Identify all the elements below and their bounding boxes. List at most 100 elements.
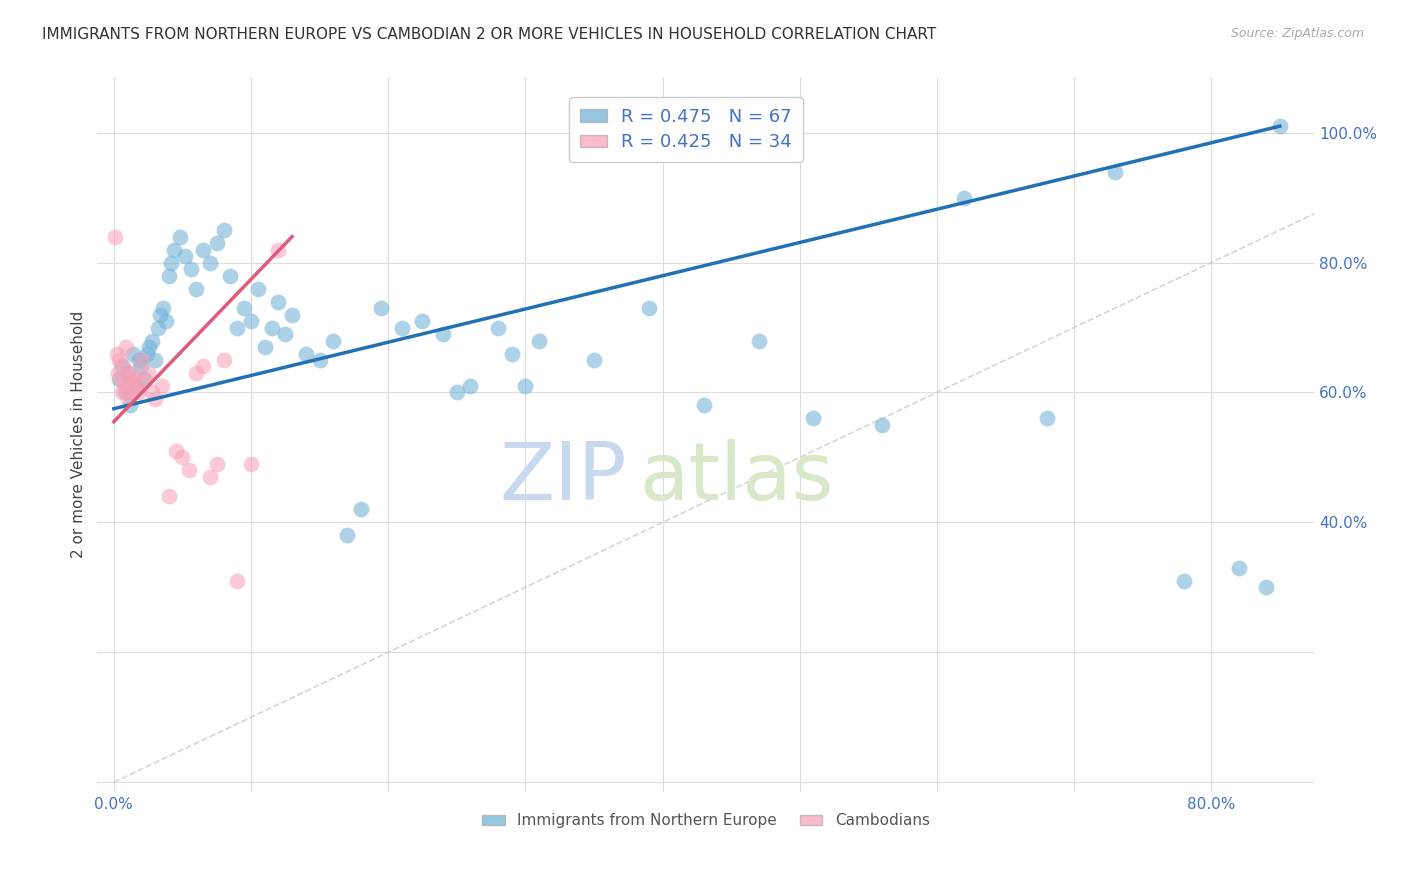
Point xyxy=(446,385,468,400)
Point xyxy=(122,346,145,360)
Point xyxy=(143,353,166,368)
Point xyxy=(108,353,131,368)
Point xyxy=(198,255,221,269)
Point xyxy=(129,359,152,374)
Point xyxy=(322,334,344,348)
Point xyxy=(157,490,180,504)
Point xyxy=(124,372,146,386)
Point xyxy=(104,229,127,244)
Point xyxy=(165,444,187,458)
Point xyxy=(692,399,714,413)
Point xyxy=(105,346,128,360)
Point xyxy=(411,314,433,328)
Point xyxy=(1173,574,1195,588)
Point xyxy=(240,457,263,471)
Point xyxy=(125,379,148,393)
Point xyxy=(129,353,152,368)
Point xyxy=(118,372,141,386)
Point xyxy=(226,320,249,334)
Point xyxy=(114,379,136,393)
Point xyxy=(240,314,263,328)
Point xyxy=(163,243,186,257)
Y-axis label: 2 or more Vehicles in Household: 2 or more Vehicles in Household xyxy=(72,311,86,558)
Point xyxy=(128,353,150,368)
Point xyxy=(295,346,318,360)
Point xyxy=(308,353,330,368)
Point xyxy=(110,372,132,386)
Point xyxy=(112,359,135,374)
Text: Source: ZipAtlas.com: Source: ZipAtlas.com xyxy=(1230,27,1364,40)
Point xyxy=(174,249,197,263)
Point xyxy=(128,385,150,400)
Point xyxy=(1104,164,1126,178)
Point xyxy=(1254,580,1277,594)
Point xyxy=(108,372,131,386)
Point xyxy=(111,359,134,374)
Point xyxy=(527,334,550,348)
Point xyxy=(115,340,138,354)
Point xyxy=(121,366,143,380)
Point xyxy=(219,268,242,283)
Point xyxy=(198,470,221,484)
Point xyxy=(155,314,177,328)
Point xyxy=(141,334,163,348)
Point xyxy=(870,417,893,432)
Point xyxy=(212,353,235,368)
Point xyxy=(191,243,214,257)
Point xyxy=(226,574,249,588)
Point xyxy=(143,392,166,406)
Point xyxy=(501,346,523,360)
Point xyxy=(117,392,139,406)
Point xyxy=(747,334,769,348)
Point xyxy=(157,268,180,283)
Point xyxy=(138,340,160,354)
Point xyxy=(117,366,139,380)
Point xyxy=(370,301,392,315)
Point xyxy=(205,236,228,251)
Point xyxy=(132,372,155,386)
Point xyxy=(179,463,201,477)
Point xyxy=(953,191,976,205)
Point xyxy=(120,399,142,413)
Legend: Immigrants from Northern Europe, Cambodians: Immigrants from Northern Europe, Cambodi… xyxy=(475,807,936,834)
Point xyxy=(1268,119,1291,133)
Point xyxy=(191,359,214,374)
Point xyxy=(132,372,155,386)
Point xyxy=(267,243,290,257)
Point xyxy=(120,385,142,400)
Point xyxy=(205,457,228,471)
Point xyxy=(486,320,509,334)
Point xyxy=(350,502,373,516)
Point xyxy=(281,308,304,322)
Point xyxy=(184,281,207,295)
Point xyxy=(107,366,129,380)
Point xyxy=(111,385,134,400)
Point xyxy=(246,281,269,295)
Point xyxy=(336,528,359,542)
Point xyxy=(135,346,157,360)
Point xyxy=(637,301,659,315)
Point xyxy=(150,379,173,393)
Point xyxy=(149,308,172,322)
Point xyxy=(267,294,290,309)
Point xyxy=(212,223,235,237)
Text: ZIP: ZIP xyxy=(499,439,627,516)
Point xyxy=(114,385,136,400)
Point xyxy=(391,320,413,334)
Point xyxy=(141,385,163,400)
Point xyxy=(146,320,169,334)
Point xyxy=(160,255,183,269)
Point xyxy=(1227,561,1250,575)
Point xyxy=(233,301,256,315)
Point xyxy=(152,301,174,315)
Point xyxy=(274,326,297,341)
Point xyxy=(1035,411,1057,425)
Point xyxy=(260,320,283,334)
Point xyxy=(184,366,207,380)
Point xyxy=(136,366,159,380)
Text: IMMIGRANTS FROM NORTHERN EUROPE VS CAMBODIAN 2 OR MORE VEHICLES IN HOUSEHOLD COR: IMMIGRANTS FROM NORTHERN EUROPE VS CAMBO… xyxy=(42,27,936,42)
Point xyxy=(515,379,537,393)
Point xyxy=(172,450,194,465)
Text: atlas: atlas xyxy=(638,439,834,516)
Point xyxy=(180,262,202,277)
